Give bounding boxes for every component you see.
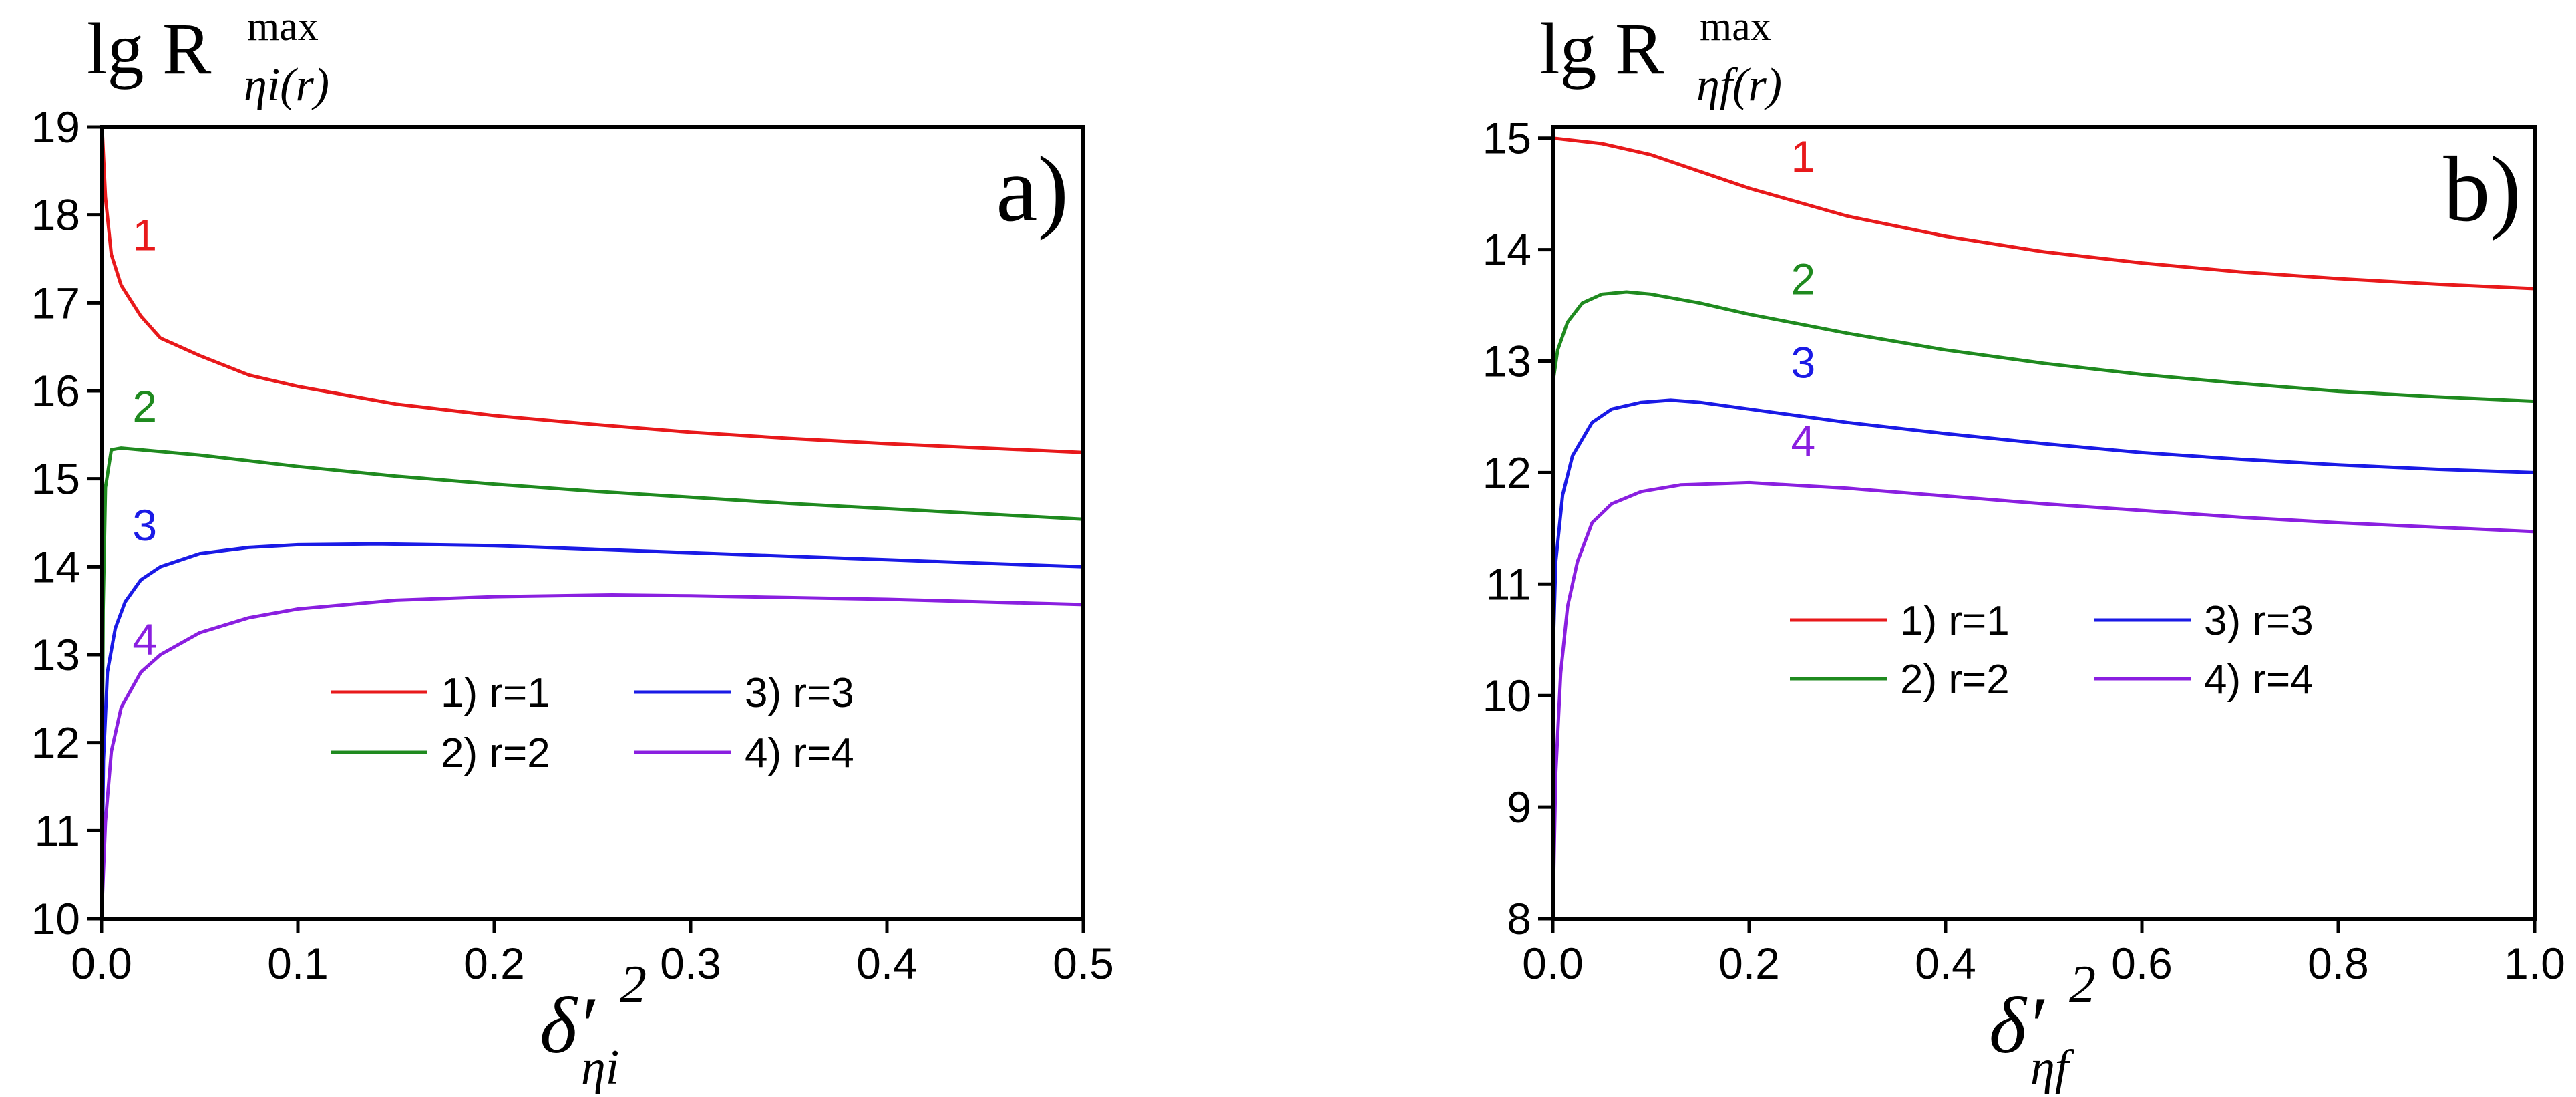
panel-a-series-r3-line [100,542,1084,919]
panel-b-ylabel: lg R max ηf(r) [1539,4,1782,111]
panel-a-y-tick-label: 11 [34,806,80,855]
panel-a-xlabel-base: δ′ [540,981,596,1070]
panel-a-curve-label-4: 4 [132,615,157,664]
panel-a-curve-labels: 1 2 3 4 [132,210,157,664]
panel-b-xlabel-sup: 2 [2069,955,2096,1014]
panel-b-label: b) [2443,138,2521,241]
panel-b-curve-label-1: 1 [1791,132,1815,181]
panel-a-y-tick-label: 19 [31,102,80,152]
panel-b-curve-labels: 1 2 3 4 [1791,132,1815,466]
panel-a-legend: 1) r=1 2) r=2 3) r=3 4) r=4 [331,670,854,776]
panel-a-series-r4-line [100,593,1084,919]
panel-a-x-tick-label: 0.0 [71,939,132,988]
legend-entry-r4: 4) r=4 [2204,657,2314,703]
panel-a-y-tick-label: 15 [31,454,80,504]
panel-b-y-tick-label: 13 [1483,336,1531,385]
panel-b-series-r3-line [1551,398,2535,663]
panel-a-curve-label-2: 2 [132,381,157,431]
legend-entry-r4: 4) r=4 [745,730,854,776]
panel-b-y-tick-label: 9 [1507,782,1531,832]
panel-a-y-tick-label: 10 [31,894,80,943]
svg-text:lg R: lg R [87,8,212,90]
panel-b-series-r4-line [1551,480,2535,919]
panel-a-series-r2-line [100,446,1084,919]
panel-a-y-tick-label: 16 [31,366,80,416]
panel-b-plot-frame [1551,125,2537,921]
panel-b-y-tick-label: 11 [1485,559,1531,609]
panel-a-ylabel-base: lg R [87,8,212,90]
panel-b-y-tick-label: 15 [1483,114,1531,163]
panel-a-x-tick-label: 0.3 [660,939,721,988]
panel-b-ylabel-sub: ηf(r) [1696,59,1782,111]
panel-b-y-tick-label: 10 [1483,671,1531,720]
panel-a-xlabel-sub: ηi [581,1040,619,1095]
panel-a-ylabel: lg R max ηi(r) [87,4,329,111]
panel-a-label: a) [996,138,1069,241]
panel-b-xlabel: δ′ 2 ηf [1989,955,2096,1095]
panel-b-y-tick-label: 14 [1483,225,1531,275]
panel-a-curve-label-1: 1 [132,210,157,259]
legend-entry-r1: 1) r=1 [441,670,550,716]
panel-b-x-tick-label: 1.0 [2504,939,2565,988]
panel-b-x-tick-label: 0.8 [2308,939,2369,988]
panel-a-curve-label-3: 3 [132,500,157,550]
panel-b-curve-label-2: 2 [1791,254,1815,303]
panel-b-xlabel-base: δ′ [1989,981,2045,1070]
panel-a-ylabel-sup: max [247,4,319,49]
panel-b-x-tick-label: 0.4 [1915,939,1976,988]
panel-b-curves [1551,136,2535,919]
panel-a-y-tick-label: 12 [31,718,80,768]
legend-entry-r3: 3) r=3 [745,670,854,716]
panel-b-curve-label-3: 3 [1791,338,1815,387]
panel-a-y-tick-label: 18 [31,190,80,240]
panel-b-series-r2-line [1551,290,2535,404]
panel-a-x-tick-label: 0.1 [267,939,329,988]
panel-a-y-tick-label: 17 [31,278,80,327]
panel-a-ylabel-sub: ηi(r) [244,59,329,111]
svg-text:lg R: lg R [1539,8,1664,90]
panel-b-xlabel-sub: ηf [2030,1040,2075,1095]
panel-b-curve-label-4: 4 [1791,416,1815,465]
legend-entry-r1: 1) r=1 [1900,598,2010,644]
panel-b-series-r1-line [1552,136,2535,291]
panel-b-x-tick-label: 0.2 [1718,939,1780,988]
panel-b-y-tick-label: 12 [1483,448,1531,497]
legend-entry-r3: 3) r=3 [2204,598,2314,644]
panel-a-x-tick-label: 0.5 [1053,939,1114,988]
panel-b-legend: 1) r=1 2) r=2 3) r=3 4) r=4 [1790,598,2314,703]
panel-b-y-tick-label: 8 [1507,894,1531,943]
panel-a-series-r1-line [101,136,1084,454]
panel-a-y-tick-label: 14 [31,542,80,591]
panel-a-xlabel-sup: 2 [620,955,647,1014]
panel-a-x-tick-label: 0.4 [856,939,918,988]
legend-entry-r2: 2) r=2 [1900,657,2010,703]
legend-entry-r2: 2) r=2 [441,730,550,776]
panel-b-x-tick-label: 0.6 [2111,939,2173,988]
panel-b-x-tick-label: 0.0 [1522,939,1584,988]
panel-a-curves [100,136,1084,919]
panel-a-xlabel: δ′ 2 ηi [540,955,647,1095]
panel-a-plot-frame [100,125,1085,921]
panel-b-ylabel-sup: max [1700,4,1771,49]
panel-a-x-tick-label: 0.2 [464,939,525,988]
panel-a-y-tick-label: 13 [31,630,80,679]
panel-b-ylabel-base: lg R [1539,8,1664,90]
